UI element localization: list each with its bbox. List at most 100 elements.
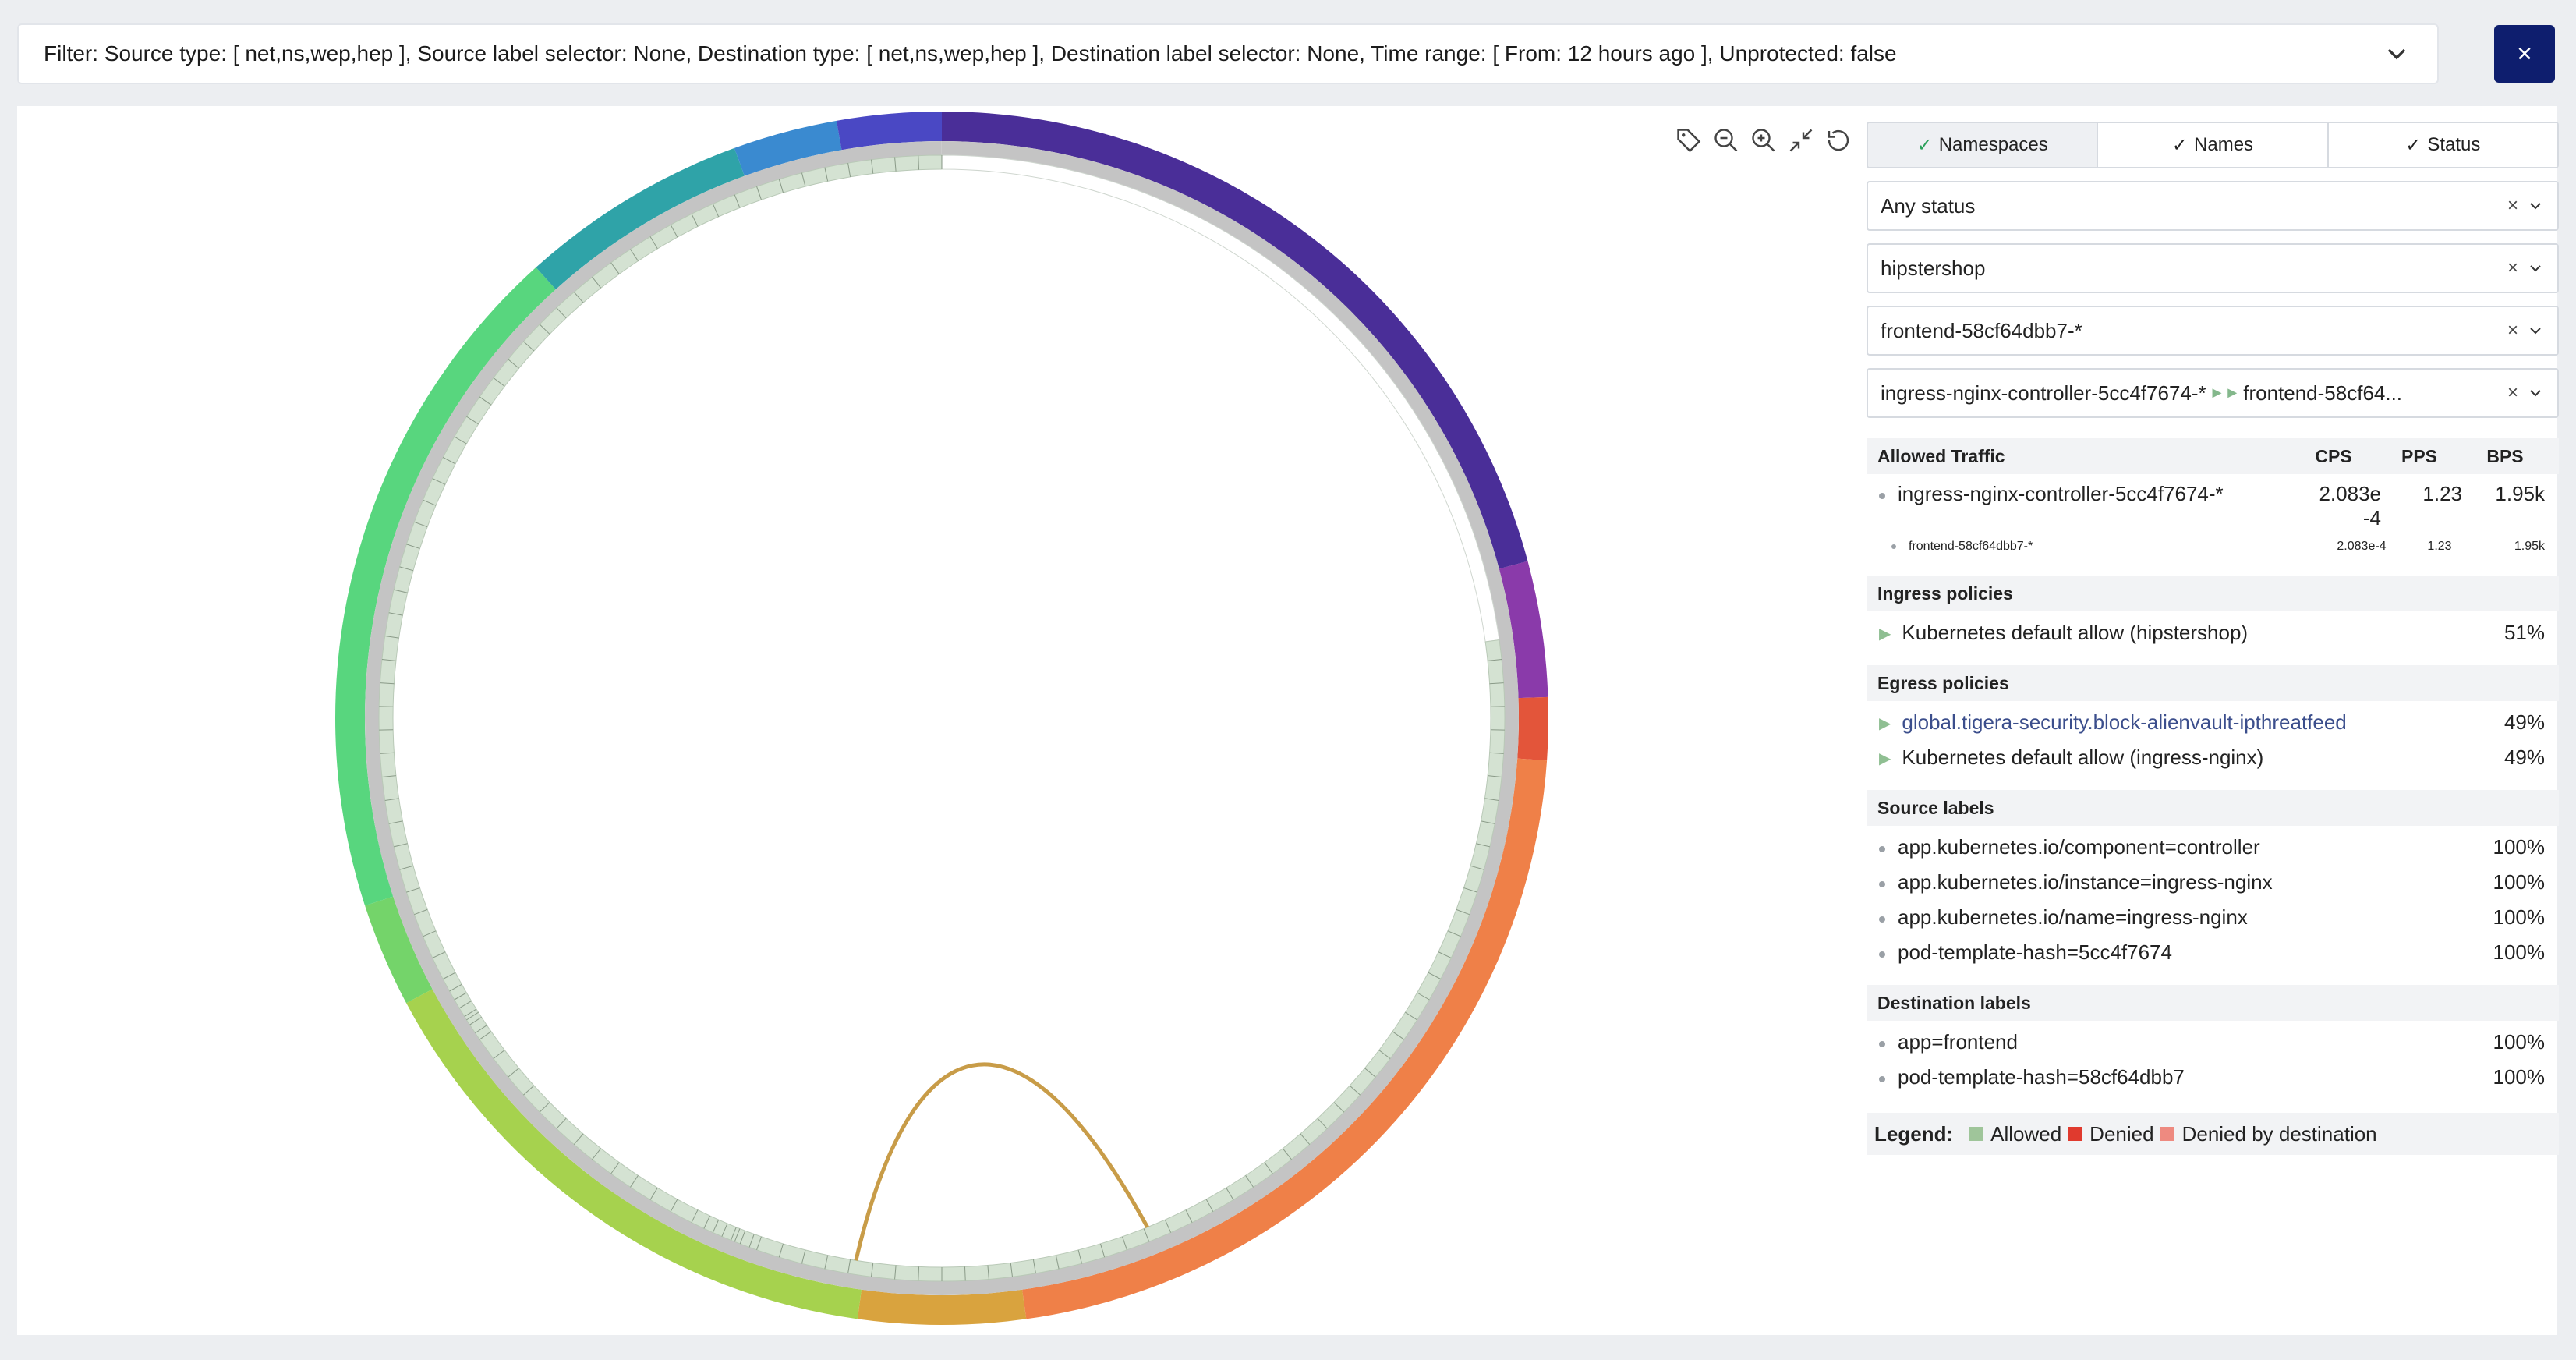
endpoint-separator[interactable] [466, 416, 479, 425]
endpoint-separator[interactable] [739, 1231, 746, 1245]
endpoint-separator[interactable] [1488, 659, 1502, 661]
expand-arrow-icon[interactable]: ▶ [1879, 715, 1891, 732]
endpoint-separator[interactable] [894, 157, 897, 172]
endpoint-separator[interactable] [454, 436, 467, 444]
endpoint-separator[interactable] [847, 1259, 851, 1273]
endpoint-separator[interactable] [381, 775, 396, 777]
endpoint-separator[interactable] [1476, 843, 1491, 848]
endpoint-separator[interactable] [1456, 908, 1470, 916]
endpoint-separator[interactable] [1122, 1236, 1127, 1251]
expand-arrow-icon[interactable]: ▶ [1879, 625, 1891, 643]
endpoint-separator[interactable] [384, 798, 399, 801]
namespace-arc[interactable] [335, 267, 556, 906]
endpoint-separator[interactable] [871, 1263, 874, 1277]
endpoint-separator[interactable] [1185, 1209, 1193, 1223]
namespace-arc[interactable] [1021, 758, 1548, 1319]
endpoint-separator[interactable] [466, 1011, 479, 1021]
endpoint-separator[interactable] [423, 499, 437, 506]
endpoint-separator[interactable] [824, 1255, 829, 1270]
endpoint-separator[interactable] [1205, 1199, 1214, 1212]
endpoint-separator[interactable] [523, 341, 535, 352]
chevron-down-icon[interactable] [2381, 38, 2412, 69]
endpoint-separator[interactable] [432, 478, 446, 485]
chevron-down-icon[interactable] [2526, 197, 2545, 215]
endpoint-separator[interactable] [592, 1148, 602, 1160]
endpoint-separator[interactable] [1333, 1102, 1345, 1113]
endpoint-separator[interactable] [1164, 1219, 1172, 1233]
endpoint-separator[interactable] [592, 276, 602, 289]
endpoint-separator[interactable] [670, 225, 678, 238]
endpoint-separator[interactable] [630, 1175, 639, 1188]
namespace-select[interactable]: hipstershop × [1867, 243, 2559, 293]
chevron-down-icon[interactable] [2526, 384, 2545, 402]
endpoint-separator[interactable] [610, 1162, 620, 1174]
endpoint-separator[interactable] [1488, 775, 1502, 777]
endpoint-separator[interactable] [649, 1187, 658, 1200]
clear-icon[interactable]: × [2507, 195, 2518, 216]
endpoint-separator[interactable] [423, 930, 437, 937]
policy-row[interactable]: ▶ global.tigera-security.block-alienvaul… [1867, 701, 2559, 738]
endpoint-separator[interactable] [384, 636, 399, 639]
endpoint-separator[interactable] [1349, 1085, 1361, 1096]
endpoint-separator[interactable] [847, 163, 851, 177]
namespace-arc[interactable] [365, 896, 433, 1004]
endpoint-separator[interactable] [388, 820, 403, 824]
status-select[interactable]: Any status × [1867, 181, 2559, 231]
endpoint-separator[interactable] [734, 1228, 741, 1242]
label-row[interactable]: app.kubernetes.io/name=ingress-nginx 100% [1867, 898, 2559, 933]
flow-chord[interactable] [854, 1062, 1149, 1261]
endpoint-separator[interactable] [824, 167, 829, 182]
endpoint-separator[interactable] [393, 843, 408, 848]
endpoint-separator[interactable] [987, 1265, 989, 1280]
endpoint-separator[interactable] [442, 972, 456, 979]
endpoint-separator[interactable] [964, 1266, 966, 1281]
endpoint-separator[interactable] [432, 951, 446, 958]
endpoint-separator[interactable] [1463, 887, 1477, 893]
endpoint-separator[interactable] [573, 1133, 584, 1145]
endpoint-separator[interactable] [556, 1117, 567, 1129]
endpoint-separator[interactable] [380, 682, 395, 685]
endpoint-separator[interactable] [449, 983, 462, 992]
endpoint-separator[interactable] [414, 908, 428, 916]
zoom-in-icon[interactable] [1746, 123, 1781, 158]
endpoint-separator[interactable] [1428, 972, 1442, 979]
endpoint-separator[interactable] [1317, 1117, 1328, 1129]
endpoint-separator[interactable] [1417, 992, 1430, 1001]
endpoint-separator[interactable] [406, 887, 420, 893]
namespace-arc[interactable] [942, 112, 1528, 569]
endpoint-separator[interactable] [388, 612, 403, 616]
endpoint-separator[interactable] [493, 1050, 505, 1059]
endpoint-separator[interactable] [1010, 1263, 1013, 1277]
endpoint-separator[interactable] [442, 457, 456, 465]
collapse-icon[interactable] [1784, 123, 1818, 158]
endpoint-separator[interactable] [734, 194, 741, 208]
clear-icon[interactable]: × [2507, 257, 2518, 278]
flow-select[interactable]: ingress-nginx-controller-5cc4f7674-* ►► … [1867, 368, 2559, 418]
endpoint-separator[interactable] [756, 1236, 762, 1251]
endpoint-separator[interactable] [630, 249, 639, 261]
endpoint-separator[interactable] [918, 1266, 920, 1281]
endpoint-separator[interactable] [778, 1243, 784, 1258]
endpoint-separator[interactable] [1245, 1175, 1254, 1188]
endpoint-separator[interactable] [801, 172, 806, 187]
endpoint-separator[interactable] [1378, 1050, 1391, 1059]
endpoint-select[interactable]: frontend-58cf64dbb7-* × [1867, 306, 2559, 356]
traffic-subrow[interactable]: frontend-58cf64dbb7-* 2.083e-4 1.23 1.95… [1867, 533, 2559, 560]
endpoint-separator[interactable] [871, 159, 874, 174]
endpoint-separator[interactable] [721, 1223, 728, 1237]
namespace-arc[interactable] [406, 989, 862, 1319]
tab-names[interactable]: ✓ Names [2098, 123, 2329, 167]
endpoint-separator[interactable] [479, 396, 492, 406]
endpoint-separator[interactable] [399, 566, 414, 572]
label-row[interactable]: app.kubernetes.io/instance=ingress-nginx… [1867, 862, 2559, 898]
endpoint-separator[interactable] [539, 324, 550, 335]
policy-name[interactable]: global.tigera-security.block-alienvault-… [1902, 710, 2347, 734]
endpoint-separator[interactable] [670, 1199, 678, 1212]
reset-icon[interactable] [1821, 123, 1856, 158]
endpoint-separator[interactable] [691, 214, 699, 227]
endpoint-separator[interactable] [469, 1017, 482, 1025]
chevron-down-icon[interactable] [2526, 321, 2545, 340]
endpoint-separator[interactable] [399, 865, 414, 870]
policy-row[interactable]: ▶ Kubernetes default allow (ingress-ngin… [1867, 738, 2559, 773]
endpoint-separator[interactable] [712, 204, 720, 218]
